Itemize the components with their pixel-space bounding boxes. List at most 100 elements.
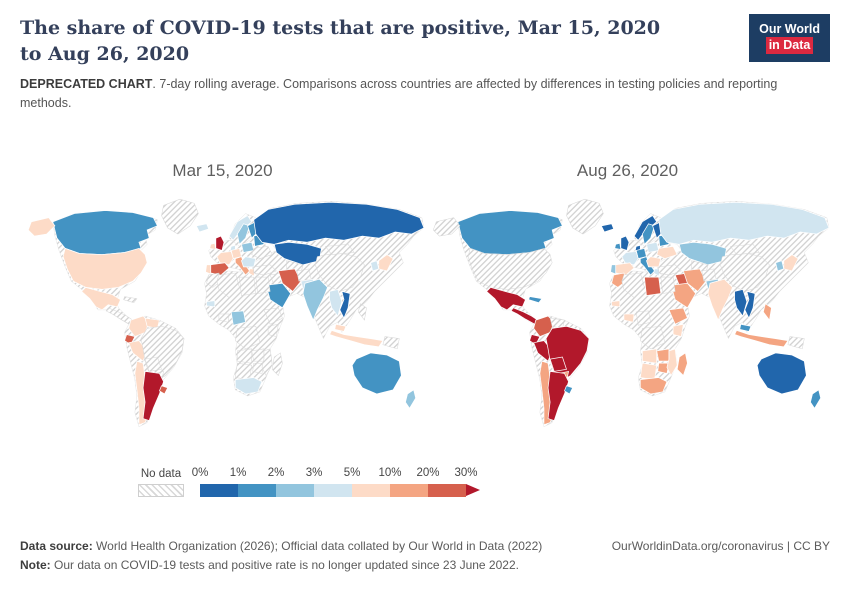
country-senegal[interactable] xyxy=(610,300,620,308)
country-norway[interactable] xyxy=(633,214,657,241)
country-uruguay[interactable] xyxy=(563,385,573,395)
country-united-kingdom[interactable] xyxy=(214,235,224,251)
country-egypt[interactable] xyxy=(660,276,675,294)
country-zambia[interactable] xyxy=(655,348,669,362)
country-sweden[interactable] xyxy=(641,223,655,245)
country-mozambique[interactable] xyxy=(261,348,272,376)
country-new-zealand[interactable] xyxy=(809,389,821,409)
country-bolivia[interactable] xyxy=(549,356,567,372)
country-romania-balkans[interactable] xyxy=(645,255,661,267)
country-india[interactable] xyxy=(707,278,733,321)
country-poland[interactable] xyxy=(645,241,659,253)
country-france[interactable] xyxy=(620,250,639,265)
country-united-states[interactable] xyxy=(467,247,552,290)
country-india[interactable] xyxy=(302,278,328,321)
country-russia[interactable] xyxy=(252,201,424,245)
country-ukraine[interactable] xyxy=(250,245,273,259)
country-china[interactable] xyxy=(314,252,365,292)
country-saudi-arabia[interactable] xyxy=(670,282,696,309)
country-malaysia[interactable] xyxy=(333,323,346,332)
country-portugal[interactable] xyxy=(204,264,211,275)
country-iran[interactable] xyxy=(682,268,706,292)
country-madagascar[interactable] xyxy=(271,352,283,376)
country-poland[interactable] xyxy=(240,241,254,253)
country-angola[interactable] xyxy=(236,348,252,364)
country-philippines[interactable] xyxy=(357,303,367,321)
country-australia[interactable] xyxy=(756,352,807,395)
country-iceland[interactable] xyxy=(600,223,614,233)
country-ghana-cote-divoire[interactable] xyxy=(623,313,635,323)
country-vietnam[interactable] xyxy=(338,290,351,319)
country-papua-new-guinea[interactable] xyxy=(787,336,805,349)
credit-link[interactable]: OurWorldinData.org/coronavirus | CC BY xyxy=(611,538,830,553)
country-ireland[interactable] xyxy=(208,242,216,250)
country-new-zealand[interactable] xyxy=(404,389,416,409)
country-cuba[interactable] xyxy=(527,295,543,303)
country-malaysia[interactable] xyxy=(738,323,751,332)
country-zimbabwe[interactable] xyxy=(251,362,264,374)
country-algeria[interactable] xyxy=(621,272,645,298)
country-zimbabwe[interactable] xyxy=(656,362,669,374)
country-zambia[interactable] xyxy=(250,348,264,362)
country-sweden[interactable] xyxy=(236,223,250,245)
country-ethiopia[interactable] xyxy=(667,307,688,325)
country-italy[interactable] xyxy=(639,255,655,276)
country-afghanistan[interactable] xyxy=(295,268,311,282)
owid-logo[interactable]: Our World in Data xyxy=(749,14,830,62)
country-senegal[interactable] xyxy=(205,300,215,308)
country-iran[interactable] xyxy=(277,268,301,292)
country-italy[interactable] xyxy=(234,255,250,276)
country-turkey[interactable] xyxy=(252,264,277,276)
country-australia[interactable] xyxy=(351,352,402,395)
country-nigeria[interactable] xyxy=(635,310,651,326)
country-ireland[interactable] xyxy=(613,242,621,250)
country-norway[interactable] xyxy=(228,214,252,241)
country-mongolia[interactable] xyxy=(729,243,760,255)
country-turkey[interactable] xyxy=(657,264,682,276)
country-south-africa[interactable] xyxy=(639,376,667,395)
country-ghana-cote-divoire[interactable] xyxy=(218,313,229,323)
country-alaska[interactable] xyxy=(27,217,55,237)
country-papua-new-guinea[interactable] xyxy=(382,336,400,349)
country-algeria[interactable] xyxy=(216,272,240,298)
country-madagascar[interactable] xyxy=(676,352,688,376)
country-libya[interactable] xyxy=(238,276,256,296)
country-russia[interactable] xyxy=(657,201,829,245)
country-indonesia[interactable] xyxy=(328,329,384,347)
country-namibia-botswana[interactable] xyxy=(234,362,252,380)
country-indonesia[interactable] xyxy=(733,329,789,347)
country-greenland[interactable] xyxy=(565,198,604,235)
country-namibia-botswana[interactable] xyxy=(639,362,657,380)
country-mongolia[interactable] xyxy=(324,243,355,255)
country-france[interactable] xyxy=(215,250,234,265)
country-united-states[interactable] xyxy=(62,247,148,290)
country-philippines[interactable] xyxy=(762,302,772,321)
country-iceland[interactable] xyxy=(195,223,209,233)
country-ukraine[interactable] xyxy=(655,245,678,259)
country-mexico[interactable] xyxy=(485,286,526,311)
country-angola[interactable] xyxy=(641,348,657,364)
country-alaska[interactable] xyxy=(432,217,460,237)
country-romania-balkans[interactable] xyxy=(240,255,256,267)
country-vietnam[interactable] xyxy=(743,290,756,319)
country-bolivia[interactable] xyxy=(144,356,162,372)
country-south-africa[interactable] xyxy=(234,376,262,395)
country-china[interactable] xyxy=(719,252,770,292)
country-uruguay[interactable] xyxy=(158,385,168,395)
country-greenland[interactable] xyxy=(160,198,199,235)
country-afghanistan[interactable] xyxy=(700,268,716,282)
country-libya[interactable] xyxy=(643,276,661,296)
country-myanmar-thailand[interactable] xyxy=(328,288,342,317)
country-dr-congo[interactable] xyxy=(234,325,260,349)
country-mozambique[interactable] xyxy=(666,348,678,377)
country-cuba[interactable] xyxy=(122,296,137,303)
country-dr-congo[interactable] xyxy=(639,325,665,349)
country-egypt[interactable] xyxy=(255,276,270,294)
country-argentina[interactable] xyxy=(547,370,569,421)
country-nigeria[interactable] xyxy=(230,310,246,326)
country-argentina[interactable] xyxy=(142,370,164,421)
country-japan[interactable] xyxy=(377,253,394,272)
country-mexico[interactable] xyxy=(80,286,121,311)
country-saudi-arabia[interactable] xyxy=(265,282,291,309)
country-kenya[interactable] xyxy=(672,323,684,337)
